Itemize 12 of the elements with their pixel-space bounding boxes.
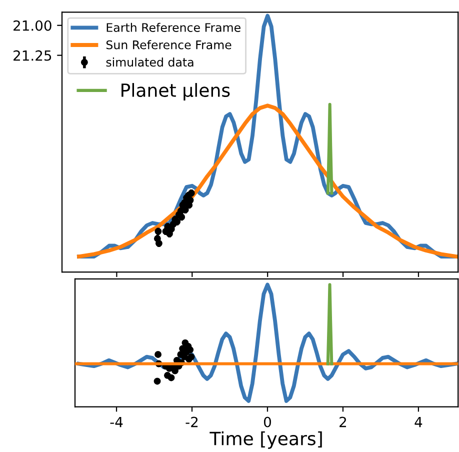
legend-label: Planet μlens	[122, 83, 230, 101]
x-tick-label: -2	[186, 416, 198, 428]
legend-label: Sun Reference Frame	[106, 40, 232, 50]
x-tick-label: -4	[110, 416, 123, 428]
y-tick-label: 21.25	[14, 50, 52, 61]
legend-label: simulated data	[106, 57, 194, 67]
x-tick-label: 4	[414, 416, 422, 428]
legend-label: Earth Reference Frame	[106, 22, 240, 32]
y-tick-label: 21.00	[14, 20, 52, 31]
x-axis-title: Time [years]	[210, 431, 322, 449]
x-tick-label: 2	[340, 416, 346, 428]
x-tick-label: 0	[264, 416, 271, 428]
